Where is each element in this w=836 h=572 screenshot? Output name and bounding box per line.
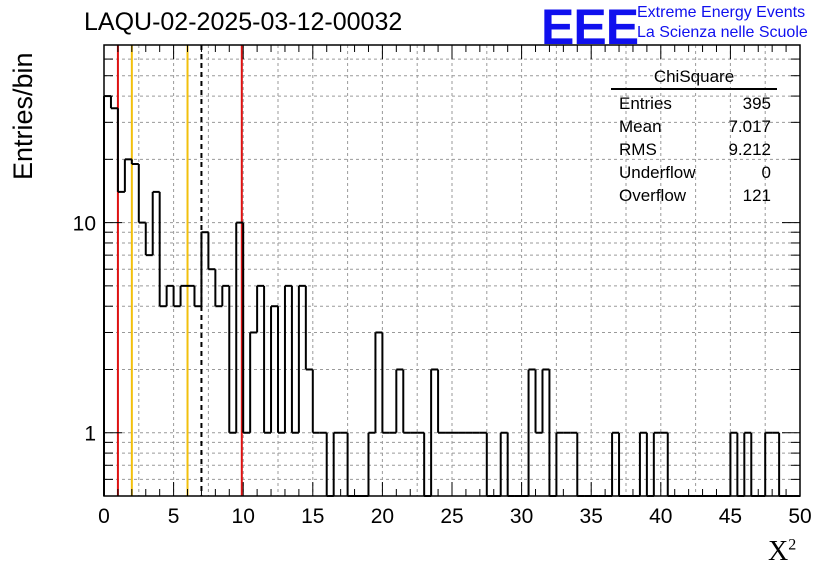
x-axis-label: X2	[768, 536, 797, 567]
chart-title: LAQU-02-2025-03-12-00032	[84, 8, 403, 36]
x-tick-label: 10	[232, 505, 255, 528]
x-tick-label: 20	[371, 505, 394, 528]
logo-line-1: Extreme Energy Events	[637, 4, 806, 21]
stats-box: ChiSquare Entries 395 Mean 7.017 RMS 9.212 …	[611, 67, 777, 207]
x-tick-label: 25	[440, 505, 463, 528]
x-tick-label: 0	[98, 505, 110, 528]
eee-logo: EEE	[541, 0, 639, 55]
y-tick-label: 1	[84, 423, 96, 446]
y-axis-label: Entries/bin	[8, 52, 38, 180]
x-tick-label: 15	[301, 505, 324, 528]
stats-row-entries: Entries 395	[619, 94, 771, 113]
x-tick-label: 50	[788, 505, 811, 528]
x-tick-label: 5	[168, 505, 180, 528]
logo-line-2: La Scienza nelle Scuole	[637, 24, 808, 41]
y-tick-label: 10	[73, 213, 96, 236]
stats-row-rms: RMS 9.212	[619, 140, 771, 159]
x-tick-label: 40	[649, 505, 672, 528]
x-tick-label: 30	[510, 505, 533, 528]
stats-row-underflow: Underflow 0	[619, 163, 771, 182]
stats-row-overflow: Overflow 121	[619, 186, 771, 205]
stats-title: ChiSquare	[611, 67, 777, 90]
x-tick-label: 45	[719, 505, 742, 528]
x-tick-label: 35	[580, 505, 603, 528]
stats-row-mean: Mean 7.017	[619, 117, 771, 136]
